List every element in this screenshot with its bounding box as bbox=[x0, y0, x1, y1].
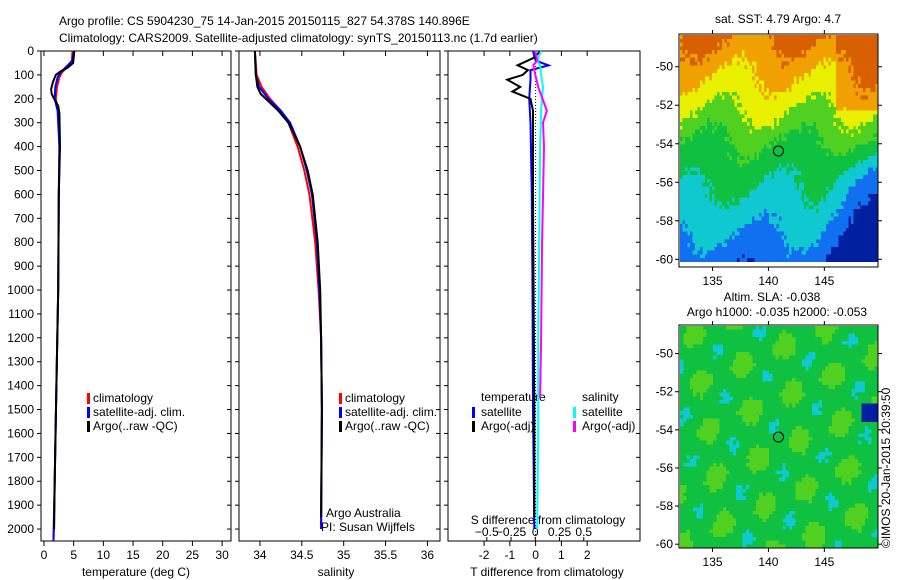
y-tick-label: 1700 bbox=[7, 450, 34, 464]
series-line-satellite-adj-clim- bbox=[52, 50, 75, 542]
series-line-argo-raw-qc- bbox=[253, 50, 323, 518]
series-line-climatology bbox=[52, 50, 74, 542]
plot-frame-3 bbox=[447, 50, 641, 542]
x-tick-label: 35.5 bbox=[374, 548, 398, 562]
legend-label: satellite-adj. clim. bbox=[93, 405, 185, 419]
legend-label: satellite bbox=[481, 405, 522, 419]
legend-swatch bbox=[573, 421, 576, 432]
y-tick-label: 100 bbox=[14, 68, 34, 82]
x-tick-label: 1 bbox=[558, 548, 565, 562]
y-tick-label: 1100 bbox=[8, 307, 34, 321]
legend-label: Argo(..raw -QC) bbox=[345, 419, 430, 433]
salinity-axis-label: salinity bbox=[318, 565, 355, 579]
y-tick-label: 1800 bbox=[7, 474, 34, 488]
y-tick-label: 1300 bbox=[7, 355, 34, 369]
legend-label: satellite-adj. clim. bbox=[345, 405, 437, 419]
s-tick-label: −0.5 bbox=[475, 525, 499, 539]
t-diff-axis-label: T difference from climatology bbox=[470, 565, 624, 579]
legend-swatch bbox=[472, 407, 475, 418]
y-tick-label: 0 bbox=[27, 44, 34, 58]
legend-swatch bbox=[87, 393, 90, 404]
title-line-1: Argo profile: CS 5904230_75 14-Jan-2015 … bbox=[59, 14, 470, 28]
y-tick-label: 700 bbox=[14, 211, 34, 225]
copyright-text: ©IMOS 20-Jan-2015 20:39:50 bbox=[879, 387, 893, 548]
y-tick-label: 2000 bbox=[7, 522, 34, 536]
y-tick-label: 1900 bbox=[7, 498, 34, 512]
y-tick-label: 1400 bbox=[7, 379, 34, 393]
legend-swatch bbox=[87, 421, 90, 432]
x-tick-label: 35 bbox=[337, 548, 351, 562]
sst-map-title: sat. SST: 4.79 Argo: 4.7 bbox=[715, 12, 841, 26]
plot-frame-1 bbox=[40, 50, 232, 542]
sla-map-title: Altim. SLA: -0.038 bbox=[724, 290, 821, 304]
title-line-2: Climatology: CARS2009. Satellite-adjuste… bbox=[59, 31, 538, 45]
x-tick-label: -2 bbox=[479, 548, 490, 562]
y-tick-label: 1000 bbox=[7, 283, 34, 297]
legend-label: Argo(-adj) bbox=[582, 419, 635, 433]
x-tick-label: 36 bbox=[421, 548, 435, 562]
y-tick-label: 1500 bbox=[7, 403, 34, 417]
legend-label: climatology bbox=[93, 391, 153, 405]
sla-map-image bbox=[680, 326, 878, 548]
legend-salinity-title: salinity bbox=[582, 390, 619, 404]
y-tick-label: 900 bbox=[14, 259, 34, 273]
series-line-t-argo-adj- bbox=[504, 50, 542, 518]
x-tick-label: -1 bbox=[505, 548, 516, 562]
series-line-s-argo-adj- bbox=[532, 50, 548, 398]
y-tick-label: 200 bbox=[14, 92, 34, 106]
y-tick-label: 500 bbox=[14, 164, 34, 178]
legend-temperature-title: temperature bbox=[481, 390, 546, 404]
x-tick-label: 34.5 bbox=[290, 548, 314, 562]
x-tick-label: 5 bbox=[70, 548, 77, 562]
legend-label: satellite bbox=[582, 405, 623, 419]
temperature-axis-label: temperature (deg C) bbox=[82, 565, 190, 579]
sla-map-subtitle: Argo h1000: -0.035 h2000: -0.053 bbox=[687, 305, 867, 319]
y-tick-label: 800 bbox=[14, 235, 34, 249]
x-tick-label: 2 bbox=[584, 548, 591, 562]
pi-text: PI: Susan Wijffels bbox=[321, 520, 415, 534]
y-tick-label: 300 bbox=[14, 116, 34, 130]
x-tick-label: 34 bbox=[253, 548, 267, 562]
s-diff-axis-label: S difference from climatology bbox=[471, 513, 626, 527]
legend-swatch bbox=[339, 407, 342, 418]
y-tick-label: 1200 bbox=[7, 331, 34, 345]
x-tick-label: 10 bbox=[97, 548, 111, 562]
legend-swatch bbox=[472, 421, 475, 432]
y-tick-label: 600 bbox=[14, 187, 34, 201]
legend-label: Argo(-adj) bbox=[481, 419, 534, 433]
legend-swatch bbox=[339, 421, 342, 432]
sst-map-image bbox=[680, 35, 878, 262]
y-tick-label: 400 bbox=[14, 140, 34, 154]
legend-label: Argo(..raw -QC) bbox=[93, 419, 178, 433]
credit-text: Argo Australia bbox=[326, 506, 401, 520]
x-tick-label: 0 bbox=[41, 548, 48, 562]
x-tick-label: 30 bbox=[215, 548, 229, 562]
legend-swatch bbox=[87, 407, 90, 418]
y-tick-label: 1600 bbox=[7, 426, 34, 440]
x-tick-label: 20 bbox=[156, 548, 170, 562]
s-tick-label: 0.25 bbox=[548, 525, 572, 539]
x-tick-label: 25 bbox=[186, 548, 200, 562]
x-tick-label: 15 bbox=[126, 548, 140, 562]
x-tick-label: 0 bbox=[532, 548, 539, 562]
series-line-argo-raw-qc- bbox=[50, 50, 76, 530]
legend-swatch bbox=[339, 393, 342, 404]
series-line-s-satellite bbox=[536, 50, 545, 530]
s-tick-label: −0.25 bbox=[496, 525, 527, 539]
legend-label: climatology bbox=[345, 391, 405, 405]
plot-frame-2 bbox=[238, 50, 441, 542]
s-tick-label: 0.5 bbox=[575, 525, 592, 539]
legend-swatch bbox=[573, 407, 576, 418]
